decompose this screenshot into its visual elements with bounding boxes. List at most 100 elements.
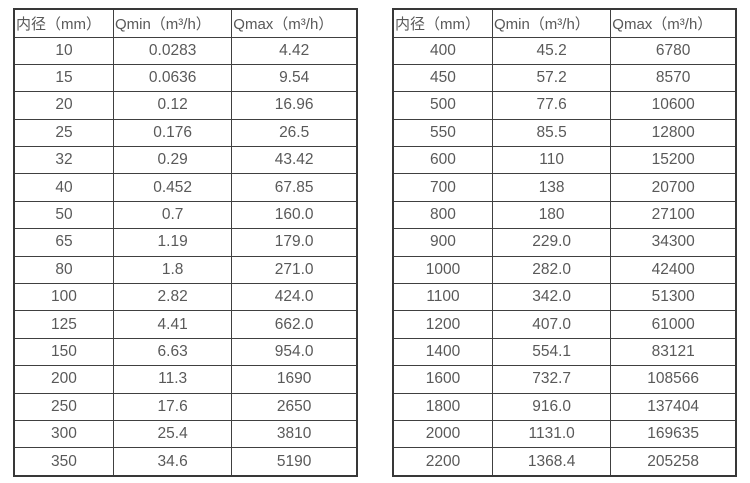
table-cell: 954.0 xyxy=(231,337,358,367)
table-cell: 16.96 xyxy=(231,91,358,120)
table-cell: 100 xyxy=(13,283,114,312)
table-cell: 15200 xyxy=(610,146,737,175)
table-cell: 1100 xyxy=(392,283,493,312)
table-row: 1400 554.1 83121 xyxy=(392,337,737,367)
table-cell: 51300 xyxy=(610,283,737,312)
table-row: 2000 1131.0 169635 xyxy=(392,419,737,449)
table-cell: 77.6 xyxy=(491,91,612,120)
table-cell: 4.41 xyxy=(112,310,233,339)
table-cell: 34300 xyxy=(610,228,737,257)
table-cell: 12800 xyxy=(610,118,737,148)
table-cell: 0.0283 xyxy=(112,36,233,65)
table-cell: 2200 xyxy=(392,447,493,477)
table-cell: 0.7 xyxy=(112,200,233,230)
table-body: 10 0.0283 4.42 15 0.0636 9.54 20 0.12 16.96 25 0.1… xyxy=(13,36,358,477)
table-cell: 1.8 xyxy=(112,255,233,285)
table-cell: 1.19 xyxy=(112,228,233,257)
table-cell: 800 xyxy=(392,200,493,230)
column-header: 内径（mm） xyxy=(13,8,114,38)
table-cell: 25 xyxy=(13,118,114,148)
table-cell: 554.1 xyxy=(491,337,612,367)
table-cell: 137404 xyxy=(610,392,737,421)
table-cell: 65 xyxy=(13,228,114,257)
table-row: 100 2.82 424.0 xyxy=(13,283,358,312)
table-row: 400 45.2 6780 xyxy=(392,36,737,65)
table-cell: 1200 xyxy=(392,310,493,339)
table-row: 600 110 15200 xyxy=(392,146,737,175)
table-cell: 250 xyxy=(13,392,114,421)
table-row: 300 25.4 3810 xyxy=(13,419,358,449)
table-row: 10 0.0283 4.42 xyxy=(13,36,358,65)
table-row: 50 0.7 160.0 xyxy=(13,200,358,230)
table-cell: 0.12 xyxy=(112,91,233,120)
table-cell: 1400 xyxy=(392,337,493,367)
table-row: 1200 407.0 61000 xyxy=(392,310,737,339)
table-row: 65 1.19 179.0 xyxy=(13,228,358,257)
table-cell: 1600 xyxy=(392,365,493,394)
table-cell: 26.5 xyxy=(231,118,358,148)
table-cell: 900 xyxy=(392,228,493,257)
table-cell: 11.3 xyxy=(112,365,233,394)
table-row: 800 180 27100 xyxy=(392,200,737,230)
table-cell: 15 xyxy=(13,63,114,93)
table-cell: 8570 xyxy=(610,63,737,93)
table-cell: 43.42 xyxy=(231,146,358,175)
table-row: 32 0.29 43.42 xyxy=(13,146,358,175)
table-cell: 0.176 xyxy=(112,118,233,148)
flow-rate-table-large-diameters: 内径（mm） Qmin（m³/h） Qmax（m³/h） 400 45.2 6780 45… xyxy=(392,8,737,477)
table-cell: 229.0 xyxy=(491,228,612,257)
table-cell: 600 xyxy=(392,146,493,175)
table-cell: 550 xyxy=(392,118,493,148)
table-cell: 5190 xyxy=(231,447,358,477)
table-cell: 4.42 xyxy=(231,36,358,65)
table-cell: 3810 xyxy=(231,419,358,449)
table-row: 内径（mm） Qmin（m³/h） Qmax（m³/h） xyxy=(13,8,358,38)
table-cell: 450 xyxy=(392,63,493,93)
table-cell: 0.29 xyxy=(112,146,233,175)
table-row: 25 0.176 26.5 xyxy=(13,118,358,148)
table-cell: 57.2 xyxy=(491,63,612,93)
table-cell: 80 xyxy=(13,255,114,285)
table-cell: 662.0 xyxy=(231,310,358,339)
table-cell: 0.452 xyxy=(112,173,233,202)
table-cell: 160.0 xyxy=(231,200,358,230)
table-cell: 10600 xyxy=(610,91,737,120)
table-row: 500 77.6 10600 xyxy=(392,91,737,120)
flow-rate-table-small-diameters: 内径（mm） Qmin（m³/h） Qmax（m³/h） 10 0.0283 4.42 1… xyxy=(13,8,358,477)
column-header: Qmax（m³/h） xyxy=(610,8,737,38)
table-row: 900 229.0 34300 xyxy=(392,228,737,257)
column-header: 内径（mm） xyxy=(392,8,493,38)
table-row: 350 34.6 5190 xyxy=(13,447,358,477)
table-row: 1000 282.0 42400 xyxy=(392,255,737,285)
table-cell: 20 xyxy=(13,91,114,120)
table-row: 15 0.0636 9.54 xyxy=(13,63,358,93)
table-cell: 20700 xyxy=(610,173,737,202)
table-cell: 9.54 xyxy=(231,63,358,93)
table-cell: 34.6 xyxy=(112,447,233,477)
table-cell: 40 xyxy=(13,173,114,202)
table-cell: 1131.0 xyxy=(491,419,612,449)
table-cell: 1690 xyxy=(231,365,358,394)
table-cell: 1368.4 xyxy=(491,447,612,477)
table-cell: 125 xyxy=(13,310,114,339)
table-row: 550 85.5 12800 xyxy=(392,118,737,148)
table-row: 1600 732.7 108566 xyxy=(392,365,737,394)
table-cell: 45.2 xyxy=(491,36,612,65)
table-cell: 179.0 xyxy=(231,228,358,257)
table-row: 1100 342.0 51300 xyxy=(392,283,737,312)
table-cell: 300 xyxy=(13,419,114,449)
table-cell: 350 xyxy=(13,447,114,477)
table-cell: 282.0 xyxy=(491,255,612,285)
table-cell: 2.82 xyxy=(112,283,233,312)
table-cell: 6780 xyxy=(610,36,737,65)
table-row: 700 138 20700 xyxy=(392,173,737,202)
table-row: 150 6.63 954.0 xyxy=(13,337,358,367)
table-cell: 200 xyxy=(13,365,114,394)
table-cell: 180 xyxy=(491,200,612,230)
table-row: 125 4.41 662.0 xyxy=(13,310,358,339)
table-cell: 342.0 xyxy=(491,283,612,312)
table-cell: 500 xyxy=(392,91,493,120)
table-cell: 2000 xyxy=(392,419,493,449)
table-cell: 32 xyxy=(13,146,114,175)
table-cell: 1800 xyxy=(392,392,493,421)
